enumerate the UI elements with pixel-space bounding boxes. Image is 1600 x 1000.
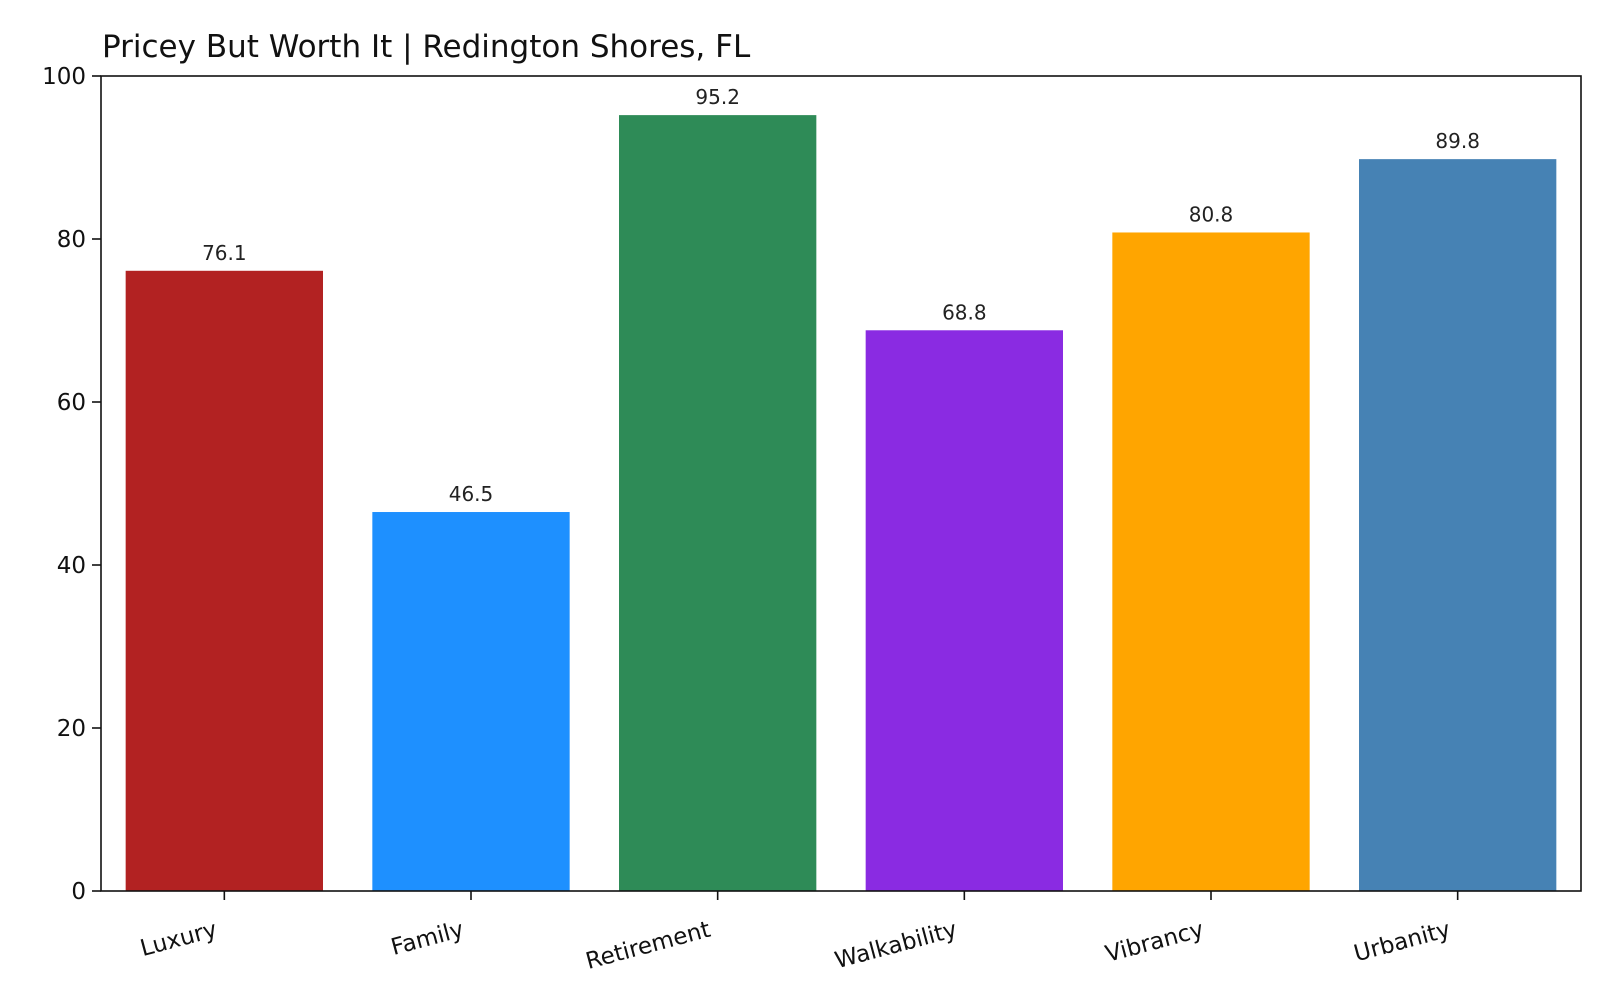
bar-series (125, 115, 1557, 892)
bar-vibrancy (1112, 232, 1310, 892)
bar-value-label: 95.2 (695, 85, 740, 109)
x-tick-label: Urbanity (1351, 917, 1453, 968)
y-tick-label: 40 (57, 553, 86, 579)
bar-value-label: 80.8 (1189, 202, 1234, 226)
y-tick-label: 20 (57, 716, 86, 742)
bar-family (372, 512, 570, 891)
x-tick-label: Family (388, 917, 466, 961)
y-tick-label: 100 (42, 64, 86, 90)
bar-value-label: 76.1 (202, 241, 247, 265)
chart-title: Pricey But Worth It | Redington Shores, … (102, 29, 751, 65)
bar-retirement (619, 115, 817, 892)
y-tick-label: 60 (57, 390, 86, 416)
x-tick-label: Luxury (138, 917, 220, 962)
y-tick-label: 0 (71, 879, 86, 905)
bar-urbanity (1359, 159, 1557, 891)
bar-value-label: 46.5 (449, 482, 494, 506)
plot-area-frame (100, 75, 1582, 892)
x-tick-label: Walkability (832, 917, 960, 975)
bar-value-label: 68.8 (942, 300, 987, 324)
value-labels: 76.1 46.5 95.2 68.8 80.8 89.8 (202, 85, 1480, 506)
y-tick-label: 80 (57, 227, 86, 253)
x-tick-label: Vibrancy (1103, 917, 1207, 968)
y-axis: 0 20 40 60 80 100 (42, 64, 101, 905)
x-tick-label: Retirement (583, 917, 713, 975)
bar-walkability (865, 330, 1063, 891)
bar-luxury (125, 270, 324, 891)
x-axis: Luxury Family Retirement Walkability Vibranc… (138, 891, 1459, 975)
bar-value-label: 89.8 (1435, 129, 1480, 153)
